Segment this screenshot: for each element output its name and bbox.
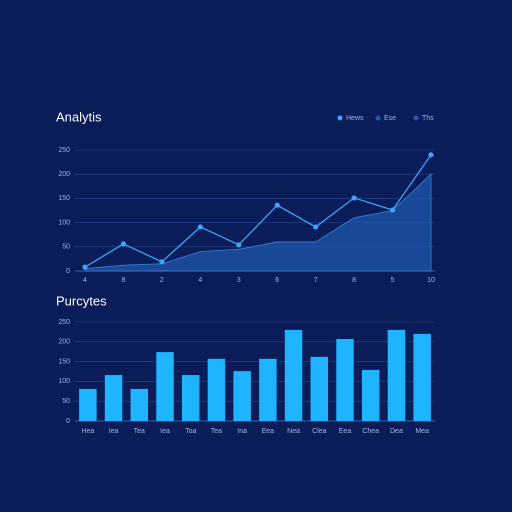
legend-label: Ese (384, 115, 396, 122)
x-tick-label: 3 (237, 277, 241, 284)
y-tick-label: 50 (62, 398, 70, 405)
bar (156, 352, 174, 421)
x-tick-label: Mea (415, 428, 429, 435)
x-tick-label: 8 (352, 277, 356, 284)
y-tick-label: 150 (58, 195, 70, 202)
y-tick-label: 100 (58, 378, 70, 385)
point (120, 241, 127, 247)
bar (284, 329, 303, 421)
x-tick-label: Tea (211, 428, 222, 435)
x-tick-label: 2 (160, 277, 164, 284)
bar (361, 369, 380, 421)
bar (79, 388, 97, 421)
y-tick-label: 0 (66, 268, 70, 275)
bar (259, 358, 277, 421)
bar (181, 375, 200, 421)
legend-swatch (337, 115, 343, 121)
x-tick-label: Hea (81, 428, 94, 435)
line (84, 154, 432, 268)
x-tick-label: Iea (160, 428, 170, 435)
legend-label: Hews (346, 115, 364, 122)
bar (310, 356, 329, 421)
bar (104, 375, 123, 421)
x-tick-label: 4 (198, 277, 202, 284)
bar (413, 333, 431, 421)
y-tick-label: 50 (62, 244, 70, 251)
x-tick-label: 10 (427, 277, 435, 284)
bar (387, 329, 406, 421)
x-tick-label: Dea (390, 428, 403, 435)
bar (336, 339, 354, 421)
chart-title: Purcytes (56, 293, 107, 308)
area (84, 173, 432, 272)
x-tick-label: Toa (185, 428, 196, 435)
x-tick-label: Tea (134, 428, 145, 435)
y-tick-label: 0 (66, 418, 70, 425)
legend-swatch (413, 115, 419, 121)
bar (130, 388, 149, 421)
x-tick-label: 5 (391, 277, 395, 284)
y-tick-label: 250 (58, 147, 70, 154)
bar (233, 371, 251, 421)
x-tick-label: 4 (83, 277, 87, 284)
y-tick-label: 200 (58, 339, 70, 346)
point (82, 264, 88, 270)
point (428, 152, 434, 158)
point (274, 202, 280, 208)
point (313, 224, 319, 230)
y-tick-label: 250 (58, 319, 70, 326)
y-tick-label: 150 (58, 358, 70, 365)
chart-title: Analytis (56, 109, 102, 124)
point (389, 207, 396, 213)
bar (207, 358, 226, 421)
x-tick-label: Eea (262, 428, 275, 435)
x-tick-label: Iea (109, 428, 119, 435)
point (197, 224, 203, 230)
x-tick-label: 7 (314, 277, 318, 284)
point (159, 259, 165, 265)
x-tick-label: Ina (237, 428, 247, 435)
x-tick-label: Chea (362, 428, 379, 435)
x-tick-label: Eea (339, 428, 352, 435)
point (351, 195, 357, 201)
y-tick-label: 200 (58, 171, 70, 178)
legend-label: Ths (422, 115, 434, 122)
y-tick-label: 100 (58, 219, 70, 226)
legend-swatch (375, 115, 381, 121)
x-tick-label: Nea (287, 428, 300, 435)
x-tick-label: Clea (312, 428, 327, 435)
x-tick-label: 8 (121, 277, 125, 284)
x-tick-label: 6 (275, 277, 279, 284)
point (236, 242, 242, 248)
